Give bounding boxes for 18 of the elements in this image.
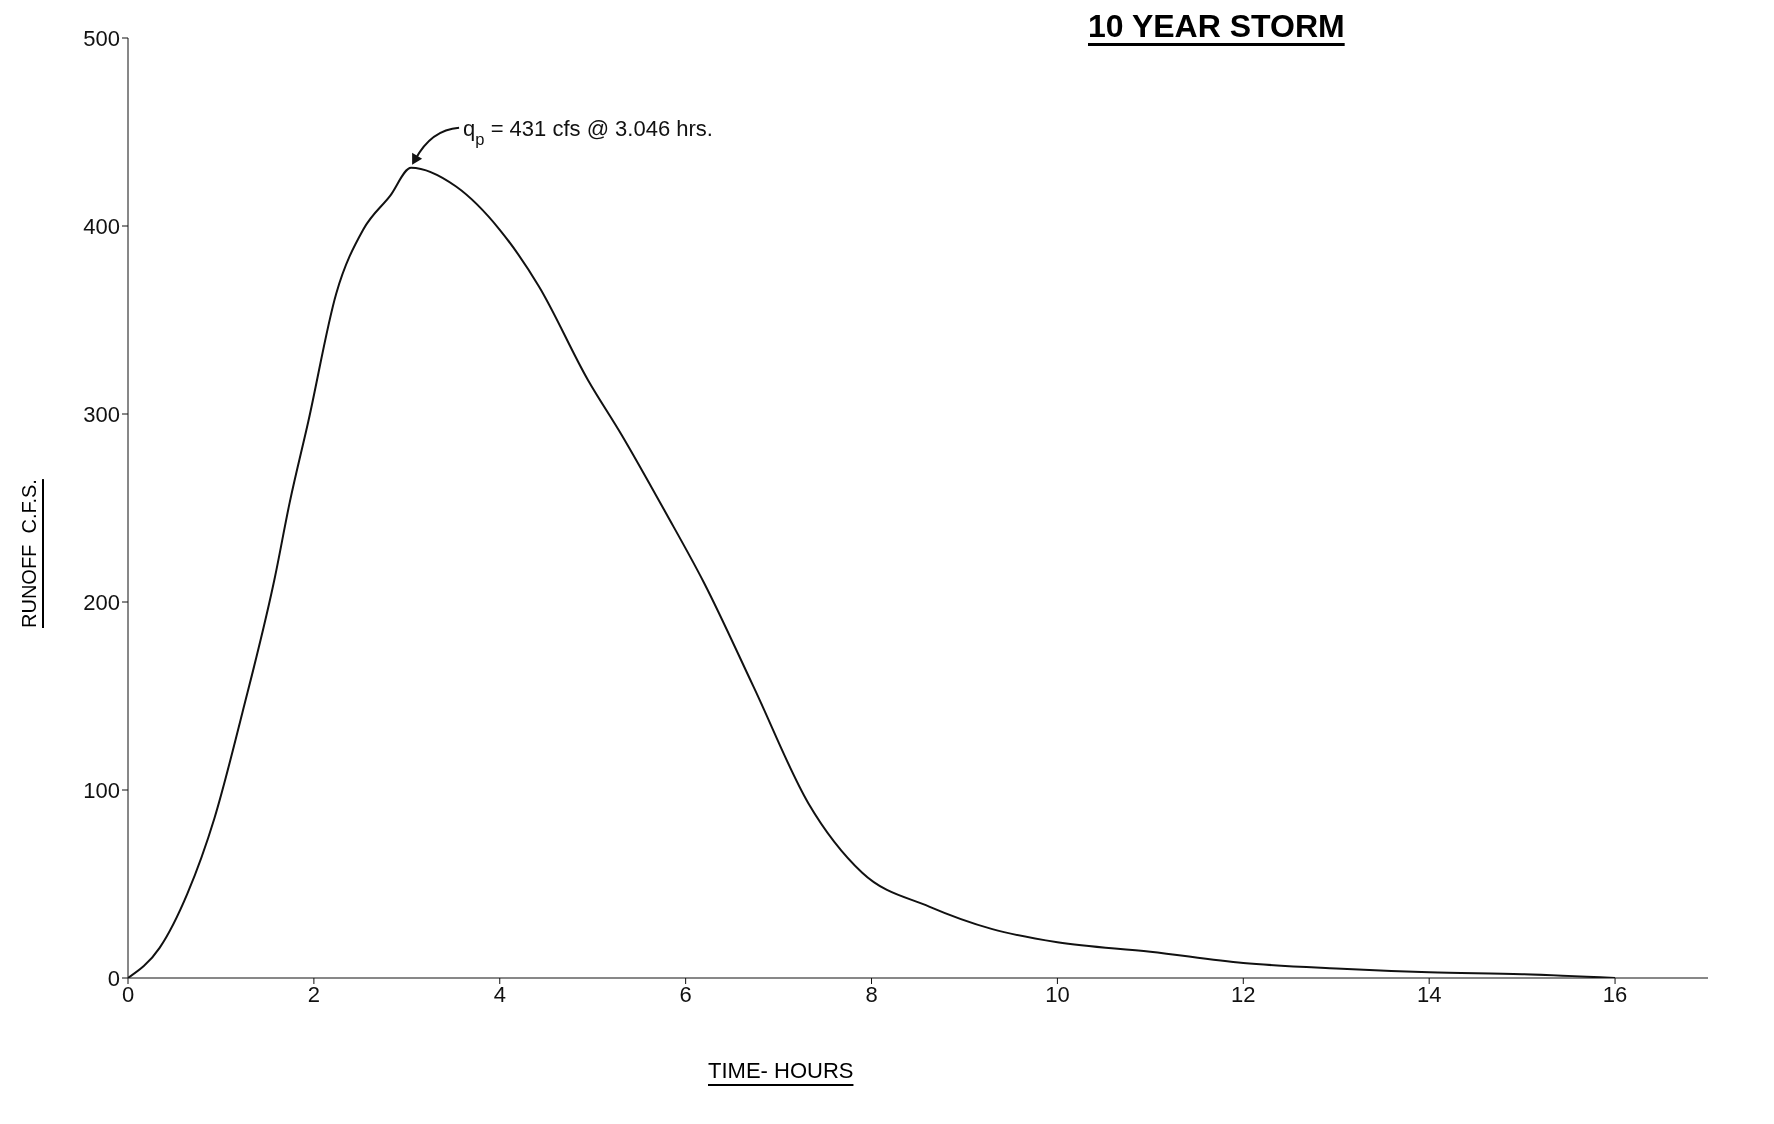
- chart-title: 10 YEAR STORM: [1088, 8, 1345, 45]
- y-tick-label: 0: [107, 965, 120, 991]
- x-tick-label: 14: [1416, 981, 1442, 1007]
- x-tick-label: 6: [679, 981, 692, 1007]
- x-tick-label: 8: [865, 981, 878, 1007]
- annotation: q$_{p}$ = 431 cfs @ 3.046 hrs.: [463, 115, 713, 148]
- x-axis-title: TIME- HOURS: [708, 1058, 854, 1084]
- x-tick-label: 2: [307, 981, 321, 1007]
- x-tick-label: 16: [1602, 981, 1628, 1007]
- x-tick-label: 12: [1231, 981, 1256, 1007]
- x-tick-label: 4: [493, 981, 506, 1007]
- y-tick-label: 500: [83, 25, 120, 51]
- y-tick-label: 100: [83, 777, 120, 803]
- x-tick-label: 10: [1045, 981, 1070, 1007]
- y-tick-label: 400: [83, 213, 120, 239]
- y-tick-label: 300: [83, 401, 120, 427]
- y-tick-label: 200: [83, 589, 120, 615]
- y-axis-title: RUNOFF C.F.S.: [18, 479, 41, 628]
